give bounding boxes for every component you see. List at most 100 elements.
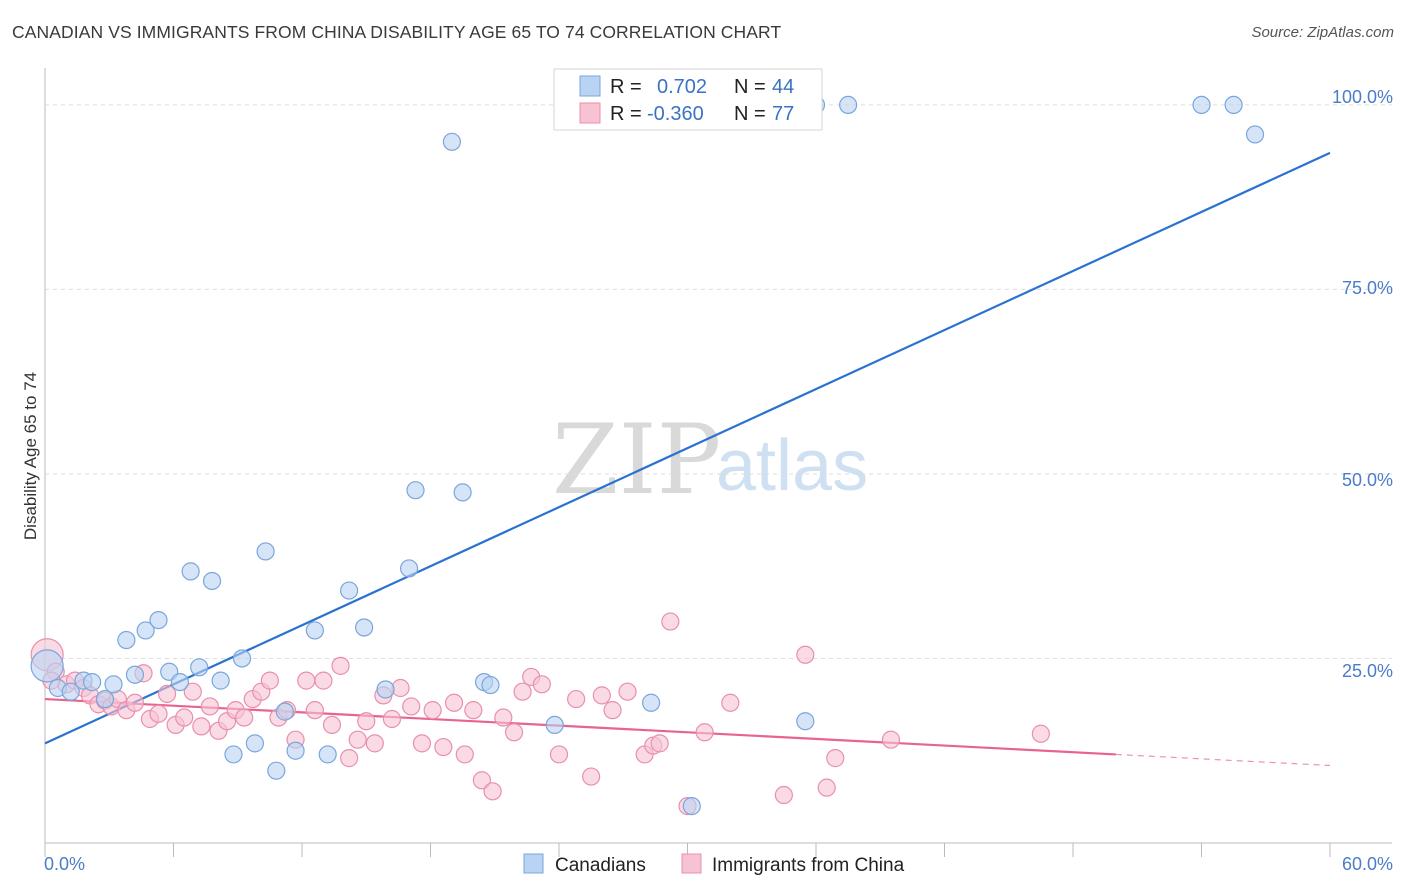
china-point (348, 730, 367, 749)
legend-r-label-1: R = (610, 76, 642, 98)
china-point (434, 737, 453, 757)
legend-n-label-1: N = (734, 76, 766, 98)
series-legend: Canadians Immigrants from China (523, 853, 905, 876)
china-point (183, 682, 202, 701)
china-point (532, 675, 551, 694)
china-point (175, 708, 194, 727)
china-point (200, 697, 220, 716)
china-point (661, 612, 680, 631)
china-point (513, 682, 532, 701)
legend-n-label-2: N = (734, 103, 766, 125)
canadians-point (305, 621, 324, 640)
canadians-point (61, 682, 80, 701)
canadians-point (545, 715, 564, 735)
canadians-point (170, 672, 190, 692)
canadians-point (181, 562, 200, 581)
bottom-legend-china: Immigrants from China (712, 855, 905, 876)
canadians-point (1224, 95, 1243, 115)
canadians-point (224, 745, 243, 764)
y-tick-label-75: 75.0% (1342, 278, 1393, 298)
legend-n-value-1: 44 (772, 76, 794, 98)
y-tick-label-50: 50.0% (1342, 470, 1393, 490)
source-label: Source: ZipAtlas.com (1251, 24, 1394, 41)
canadians-point (83, 672, 102, 692)
china-point (412, 734, 432, 753)
canadians-point (136, 621, 155, 640)
canadians-point (245, 734, 264, 753)
y-tick-label-25: 25.0% (1342, 661, 1393, 681)
china-point (494, 708, 513, 727)
china-point (650, 734, 669, 753)
bottom-legend-swatch-canadians (523, 853, 544, 874)
china-point (444, 693, 464, 712)
canadians-point (442, 132, 462, 151)
canadians-point (232, 649, 252, 668)
canadians-point (481, 675, 500, 695)
bottom-legend-swatch-china (681, 853, 702, 874)
china-point (365, 734, 384, 753)
china-point (796, 645, 815, 664)
legend-n-value-2: 77 (772, 103, 794, 125)
canadians-point (275, 702, 294, 721)
legend-r-value-2: -0.360 (647, 103, 704, 125)
canadians-point (453, 483, 472, 502)
legend-swatch-china (579, 102, 601, 124)
china-point (340, 749, 359, 768)
china-point (582, 767, 601, 786)
canadians-point (682, 796, 701, 816)
chart-title: CANADIAN VS IMMIGRANTS FROM CHINA DISABI… (12, 22, 782, 42)
legend-r-value-1: 0.702 (657, 76, 707, 98)
y-tick-label-100: 100.0% (1332, 87, 1393, 107)
china-point (455, 745, 474, 764)
china-point (125, 693, 145, 712)
china-point (567, 689, 586, 709)
canadians-point (149, 610, 168, 630)
china-point (549, 745, 569, 764)
china-point (192, 717, 211, 736)
canadians-point (318, 745, 337, 764)
china-point (157, 684, 177, 704)
china-point (149, 704, 168, 723)
y-axis-label: Disability Age 65 to 74 (21, 372, 40, 540)
canadians-point (267, 761, 286, 780)
canadians-point (399, 559, 419, 578)
china-point (618, 682, 637, 701)
china-point (592, 686, 611, 705)
canadians-point (406, 481, 425, 500)
china-point (305, 701, 324, 720)
canadians-point (641, 693, 661, 712)
china-trendline-extension (1115, 753, 1331, 767)
canadians-point (286, 741, 305, 760)
canadians-point (104, 675, 123, 694)
china-point (483, 782, 502, 801)
legend-r-label-2: R = (610, 103, 642, 125)
china-point (721, 693, 740, 712)
canadians-point (1245, 125, 1265, 144)
canadians-point (125, 665, 145, 684)
china-point (774, 785, 793, 805)
canadians-point (355, 618, 374, 637)
canadians-point (376, 680, 395, 699)
watermark-atlas: atlas (716, 426, 868, 506)
china-point (357, 712, 376, 731)
china-point (260, 671, 279, 690)
china-trendline (44, 697, 1116, 756)
canadians-point (95, 689, 115, 709)
canadians-point (1192, 95, 1211, 115)
china-point (504, 723, 524, 742)
china-point (1031, 724, 1050, 743)
canadians-point (190, 658, 209, 677)
china-point (464, 701, 483, 720)
correlation-legend: R = 0.702 N = 44 R = -0.360 N = 77 (553, 68, 823, 131)
china-point (382, 709, 402, 729)
bottom-legend-canadians: Canadians (555, 855, 646, 876)
china-point (402, 697, 421, 716)
china-point (817, 778, 836, 797)
x-tick-label-max: 60.0% (1342, 854, 1393, 874)
china-point (391, 678, 410, 698)
canadians-point (211, 671, 230, 690)
canadians-point (256, 542, 275, 561)
canadians-point (117, 630, 136, 650)
china-point (695, 723, 714, 742)
